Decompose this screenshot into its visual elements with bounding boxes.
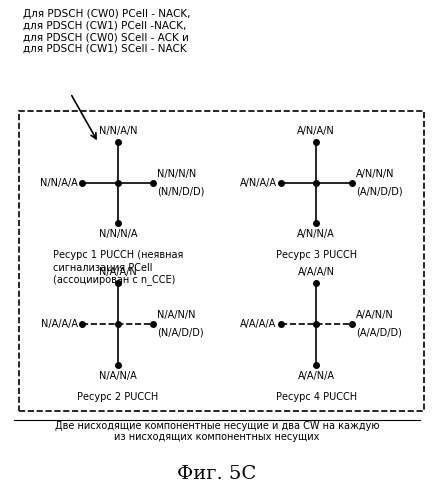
Text: N/N/N/N: N/N/N/N: [158, 169, 197, 179]
Text: N/A/N/N: N/A/N/N: [158, 310, 196, 320]
Text: Ресурс 1 PUCCH (неявная
сигнализация PCell
(ассоциирован с n_CCE): Ресурс 1 PUCCH (неявная сигнализация PCe…: [53, 250, 183, 284]
Text: N/N/A/A: N/N/A/A: [40, 178, 78, 188]
Text: N/N/N/A: N/N/N/A: [99, 229, 137, 239]
Text: N/A/A/N: N/A/A/N: [99, 267, 137, 277]
Text: (A/N/D/D): (A/N/D/D): [356, 187, 402, 197]
Text: (N/A/D/D): (N/A/D/D): [158, 328, 204, 338]
Text: A/A/A/A: A/A/A/A: [240, 319, 276, 329]
Text: A/N/N/N: A/N/N/N: [356, 169, 395, 179]
Text: (N/N/D/D): (N/N/D/D): [158, 187, 205, 197]
Text: N/A/N/A: N/A/N/A: [99, 371, 137, 381]
Text: A/N/A/N: A/N/A/N: [297, 126, 335, 136]
Text: N/A/A/A: N/A/A/A: [41, 319, 78, 329]
Text: A/A/N/A: A/A/N/A: [298, 371, 335, 381]
Text: A/N/N/A: A/N/N/A: [297, 229, 335, 239]
Text: N/N/A/N: N/N/A/N: [99, 126, 137, 136]
Text: Ресурс 2 PUCCH: Ресурс 2 PUCCH: [77, 392, 158, 402]
Text: Ресурс 4 PUCCH: Ресурс 4 PUCCH: [276, 392, 357, 402]
Text: Для PDSCH (CW0) PCell - NACK,
для PDSCH (CW1) PCell -NACK,
для PDSCH (CW0) SCell: Для PDSCH (CW0) PCell - NACK, для PDSCH …: [23, 9, 191, 54]
Text: A/N/A/A: A/N/A/A: [240, 178, 276, 188]
Text: Две нисходящие компонентные несущие и два CW на каждую
из нисходящих компонентны: Две нисходящие компонентные несущие и дв…: [55, 421, 379, 442]
Text: (A/A/D/D): (A/A/D/D): [356, 328, 402, 338]
Text: A/A/N/N: A/A/N/N: [356, 310, 394, 320]
Text: Фиг. 5C: Фиг. 5C: [178, 465, 256, 483]
Text: A/A/A/N: A/A/A/N: [298, 267, 335, 277]
Text: Ресурс 3 PUCCH: Ресурс 3 PUCCH: [276, 250, 357, 260]
